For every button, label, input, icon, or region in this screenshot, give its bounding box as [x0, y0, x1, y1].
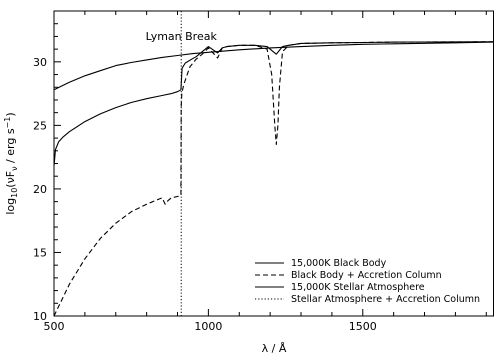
legend-label: Black Body + Accretion Column	[291, 270, 442, 281]
y-axis-label-part: log	[4, 198, 17, 215]
legend-label: Stellar Atmosphere + Accretion Column	[291, 294, 480, 305]
series-line-3	[53, 41, 494, 167]
y-axis-label-part: (νF	[4, 171, 17, 188]
y-axis-label-part: 10	[10, 188, 19, 198]
y-axis-label-part: −1	[3, 117, 12, 129]
x-tick-label: 500	[44, 320, 65, 333]
y-axis-label-part: / erg s	[4, 128, 17, 166]
y-tick-label: 25	[33, 119, 47, 132]
x-tick-label: 1500	[349, 320, 377, 333]
y-tick-label: 30	[33, 56, 47, 69]
y-axis-label-part: ν	[10, 166, 19, 171]
y-tick-label: 10	[33, 310, 47, 323]
ticks-layer: 500 1000 1500 10 15 20 25 30	[33, 10, 487, 333]
legend-label: 15,000K Stellar Atmosphere	[291, 282, 425, 293]
x-axis-label: λ / Å	[262, 342, 287, 355]
series-line-1	[53, 41, 494, 91]
y-axis-label-part: )	[4, 112, 17, 116]
series-layer	[53, 41, 494, 317]
series-line-2	[53, 41, 494, 317]
legend-label: 15,000K Black Body	[291, 258, 387, 269]
y-axis-label: log10(νFν / erg s−1)	[3, 112, 19, 214]
x-tick-label: 1000	[194, 320, 222, 333]
y-tick-label: 20	[33, 183, 47, 196]
lyman-break-annotation: Lyman Break	[146, 30, 218, 43]
y-tick-label: 15	[33, 246, 47, 259]
